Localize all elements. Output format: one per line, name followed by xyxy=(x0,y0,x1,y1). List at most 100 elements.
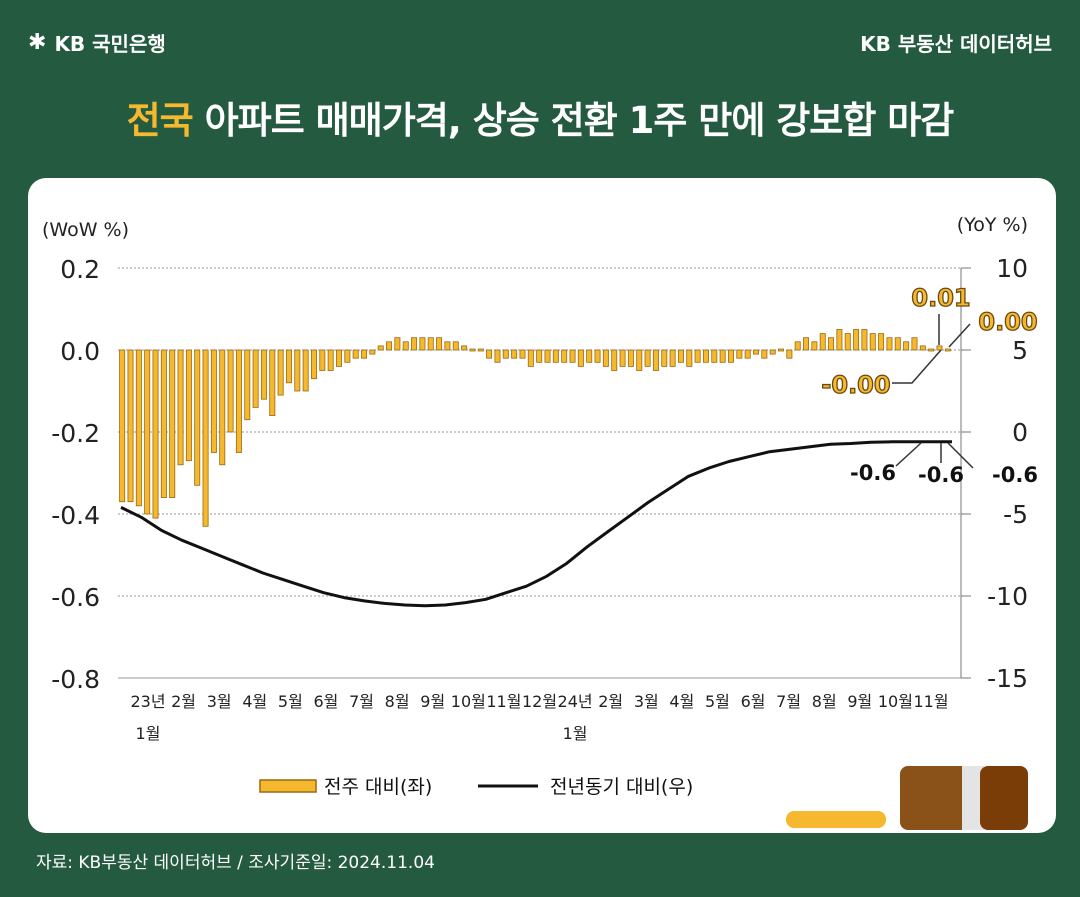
wow-bar xyxy=(536,349,543,363)
right-axis-label: (YoY %) xyxy=(957,214,1028,236)
x-tick-label: 7월 xyxy=(349,692,374,711)
wow-bar xyxy=(302,349,309,392)
wow-bar xyxy=(903,341,910,351)
x-tick-label: 7월 xyxy=(776,692,801,711)
x-tick-label: 12월 xyxy=(522,692,557,711)
wow-bar xyxy=(227,349,234,433)
wow-bar xyxy=(285,349,292,384)
wow-bar xyxy=(144,349,151,515)
wow-bar xyxy=(327,349,334,371)
wow-bar xyxy=(611,349,618,371)
x-tick-label: 4월 xyxy=(669,692,694,711)
wow-bar xyxy=(469,348,476,352)
wow-bar xyxy=(669,349,676,367)
x-tick-label: 11월 xyxy=(913,692,948,711)
wow-bar xyxy=(911,337,918,351)
legend-bar-swatch xyxy=(259,779,317,793)
bar-annotations: 0.01 0.00 -0.00 xyxy=(821,283,1039,399)
wow-bar xyxy=(527,349,534,367)
left-tick-label: 0.0 xyxy=(60,337,100,366)
wow-bar xyxy=(928,348,935,352)
wow-bar xyxy=(235,349,242,453)
wow-bar xyxy=(419,337,426,351)
wow-bar xyxy=(477,348,484,352)
source-note: 자료: KB부동산 데이터허브 / 조사기준일: 2024.11.04 xyxy=(36,853,435,873)
wow-bar xyxy=(744,349,751,359)
wow-bar xyxy=(369,349,376,355)
chart-svg: 0.2 0.0 -0.2 -0.4 -0.6 -0.8 10 5 0 -5 -10 -15 23년 1월 2… xyxy=(42,214,1039,830)
wow-bar xyxy=(336,349,342,367)
brand-name: KB 부동산 데이터허브 xyxy=(860,32,1052,56)
wow-bar xyxy=(160,349,167,499)
wow-bar xyxy=(502,349,509,359)
wow-bar xyxy=(352,349,359,359)
bar-label-001: 0.01 xyxy=(911,284,970,312)
wow-bar xyxy=(944,348,951,352)
wow-bar xyxy=(210,349,217,453)
wow-bar xyxy=(677,349,684,363)
x-tick-label: 11월 xyxy=(486,692,521,711)
wow-bar xyxy=(569,349,576,363)
wow-bar xyxy=(411,337,418,351)
wow-bar xyxy=(377,345,384,351)
wow-bar xyxy=(919,345,926,351)
line-label-2: -0.6 xyxy=(918,463,964,487)
x-tick-label: 23년 xyxy=(130,692,165,711)
x-tick-label: 4월 xyxy=(242,692,267,711)
kb-bank-logo: ✱ KB 국민은행 xyxy=(28,28,166,57)
axis-ticks: 0.2 0.0 -0.2 -0.4 -0.6 -0.8 10 5 0 -5 -10 -15 23년 1월 2… xyxy=(51,254,1028,743)
x-tick-label: 5월 xyxy=(278,692,303,711)
wow-bar xyxy=(185,349,192,462)
wow-bar xyxy=(152,349,159,519)
wow-bar xyxy=(386,341,393,351)
wow-bar xyxy=(694,349,701,363)
wow-bar xyxy=(294,349,301,392)
wow-bar xyxy=(894,337,901,351)
logo-text: KB 국민은행 xyxy=(54,32,166,56)
chart-card: 0.2 0.0 -0.2 -0.4 -0.6 -0.8 10 5 0 -5 -10 -15 23년 1월 2… xyxy=(28,178,1056,833)
right-tick-label: 5 xyxy=(1012,336,1028,365)
wow-bar xyxy=(344,349,351,363)
decorative-books xyxy=(786,766,1028,830)
wow-bar xyxy=(836,329,843,351)
yoy-line xyxy=(120,440,952,608)
line-label-1: -0.6 xyxy=(850,461,896,485)
x-tick-label: 8월 xyxy=(812,692,837,711)
x-tick-label: 5월 xyxy=(705,692,730,711)
wow-bar xyxy=(786,349,793,359)
wow-bar xyxy=(644,349,651,367)
wow-bar xyxy=(819,333,826,351)
legend: 전주 대비(좌) 전년동기 대비(우) xyxy=(259,776,693,798)
wow-bar xyxy=(252,349,259,408)
wow-bar xyxy=(844,333,851,351)
wow-bar xyxy=(552,349,559,363)
wow-bar xyxy=(686,349,693,367)
x-tick-label: 3월 xyxy=(634,692,659,711)
wow-bar xyxy=(394,337,401,351)
x-tick-label: 10월 xyxy=(451,692,486,711)
left-axis-label: (WoW %) xyxy=(42,219,129,241)
wow-bar xyxy=(778,348,785,352)
legend-bar-label: 전주 대비(좌) xyxy=(324,776,432,798)
wow-bar xyxy=(728,349,734,363)
wow-bar xyxy=(260,349,267,400)
wow-bar xyxy=(494,349,501,363)
wow-bar xyxy=(402,341,409,351)
x-tick-label: 9월 xyxy=(420,692,445,711)
left-tick-label: -0.8 xyxy=(51,665,100,694)
wow-bar xyxy=(811,341,818,351)
right-tick-label: -15 xyxy=(987,664,1028,693)
x-tick-label: 10월 xyxy=(878,692,913,711)
wow-bar xyxy=(177,349,184,466)
wow-bar xyxy=(444,341,451,351)
wow-bar xyxy=(119,349,126,503)
wow-bar xyxy=(652,349,659,371)
x-tick-label: 3월 xyxy=(207,692,232,711)
x-tick-label: 9월 xyxy=(847,692,872,711)
wow-bar xyxy=(711,349,718,363)
wow-bar xyxy=(436,337,443,351)
wow-bar xyxy=(427,337,434,351)
line-label-3: -0.6 xyxy=(992,463,1038,487)
wow-bar xyxy=(702,349,709,363)
wow-bar xyxy=(853,329,860,351)
